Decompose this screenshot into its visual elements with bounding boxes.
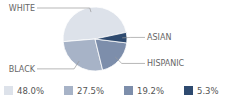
category-label: ASIAN <box>147 33 171 42</box>
chart: WHITE BLACK HISPANIC ASIAN 48.0% 27.5% 19.2% 5.… <box>0 0 240 100</box>
legend-swatch <box>4 86 13 95</box>
legend-swatch <box>124 86 133 95</box>
legend: 48.0% 27.5% 19.2% 5.3% <box>4 86 219 96</box>
category-label: HISPANIC <box>147 59 185 68</box>
legend-label: 27.5% <box>77 86 104 96</box>
legend-label: 48.0% <box>17 86 44 96</box>
leader-line <box>37 8 91 12</box>
slice <box>95 39 127 70</box>
legend-swatch <box>184 86 193 95</box>
labels: WHITE BLACK HISPANIC ASIAN <box>9 4 185 74</box>
leader-line <box>122 37 145 38</box>
legend-swatch <box>64 86 73 95</box>
pie <box>63 7 127 71</box>
legend-label: 19.2% <box>137 86 164 96</box>
leader-line <box>115 57 145 63</box>
category-label: BLACK <box>9 65 36 74</box>
leader-line <box>37 61 79 69</box>
legend-label: 5.3% <box>197 86 219 96</box>
category-label: WHITE <box>9 4 35 13</box>
